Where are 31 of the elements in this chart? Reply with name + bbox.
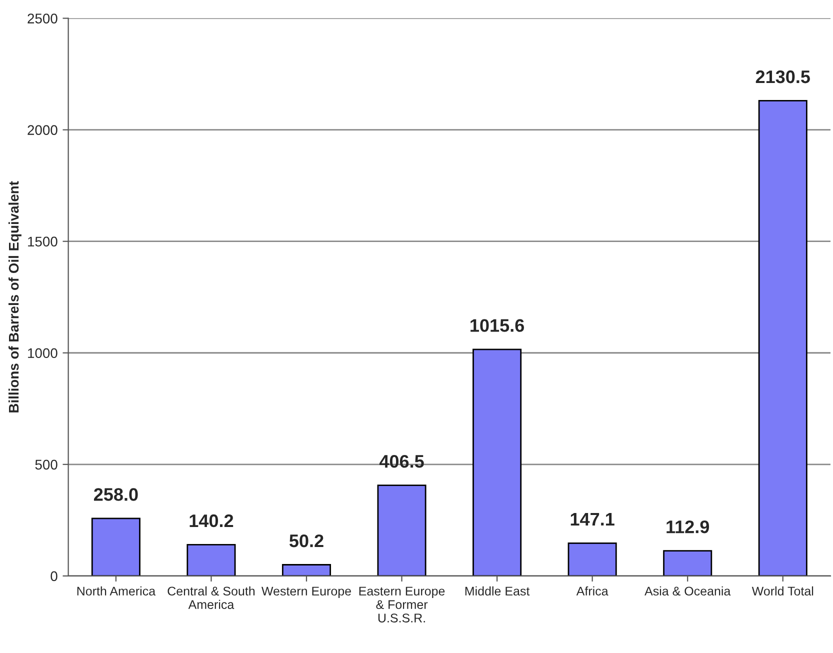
y-tick-label: 1000 <box>28 348 58 358</box>
y-tick-label: 2500 <box>28 14 58 24</box>
bar <box>186 544 236 576</box>
x-tick-label: Africa <box>576 586 608 596</box>
x-tick-label: Asia & Oceania <box>644 586 731 596</box>
data-label: 140.2 <box>190 514 234 528</box>
bar <box>377 484 426 576</box>
x-tick-label: Middle East <box>465 586 530 596</box>
x-tick-label: Eastern Europe & Former U.S.S.R. <box>359 586 445 622</box>
bar <box>568 542 617 576</box>
y-tick-label: 2000 <box>28 125 58 135</box>
bar <box>91 518 140 576</box>
data-label: 1015.6 <box>470 319 524 332</box>
bar <box>282 564 332 576</box>
data-label: 50.2 <box>289 534 324 548</box>
x-tick-label: Western Europe <box>262 586 351 598</box>
data-label: 406.5 <box>379 454 424 468</box>
x-tick-label: Central & South America <box>168 586 255 610</box>
y-tick-label: 1500 <box>28 236 58 247</box>
x-tick-label: North America <box>77 586 156 596</box>
y-axis-title: Billions of Barrels of Oil Equivalent <box>8 181 22 412</box>
x-tick-label: World Total <box>752 586 814 596</box>
data-label: 258.0 <box>94 488 138 501</box>
y-tick-label: 500 <box>35 460 58 470</box>
data-label: 2130.5 <box>756 70 810 84</box>
data-label: 147.1 <box>570 513 614 526</box>
y-tick-label: 0 <box>50 571 58 582</box>
bar <box>663 550 712 576</box>
bar <box>758 100 808 576</box>
data-label: 112.9 <box>666 520 710 534</box>
bar <box>472 348 522 576</box>
